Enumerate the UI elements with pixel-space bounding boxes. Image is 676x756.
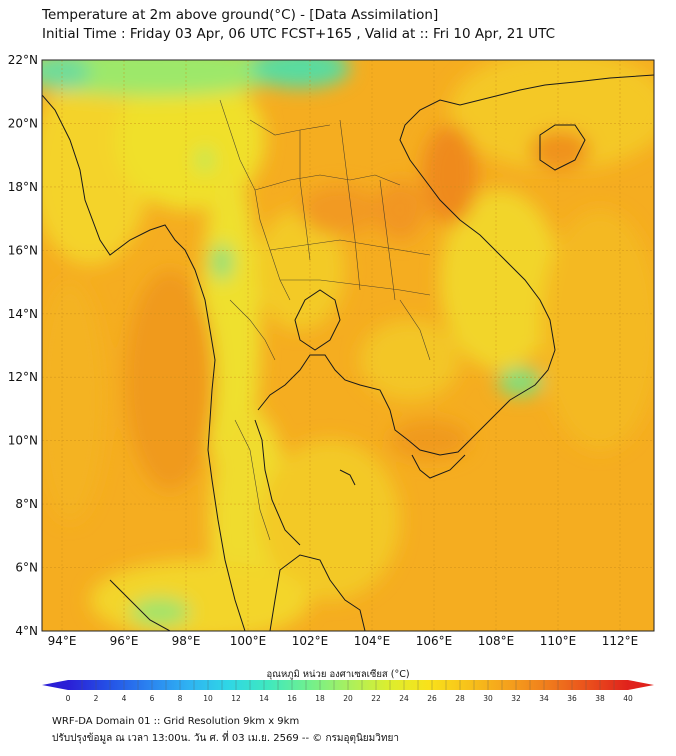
map-gridlines [42, 60, 654, 631]
lon-label: 94°E [48, 634, 77, 648]
colorbar-tick-label: 26 [427, 694, 437, 703]
colorbar-tick-label: 14 [259, 694, 269, 703]
colorbar-tick-label: 0 [66, 694, 71, 703]
colorbar: 0 2 4 6 8 10 12 14 16 18 20 22 24 26 28 30 32 34 36 38 40 [42, 680, 654, 703]
lon-label: 102°E [292, 634, 329, 648]
lat-label: 22°N [8, 53, 38, 67]
lat-label: 16°N [8, 243, 38, 257]
map-frame [41, 59, 655, 632]
colorbar-tick-label: 32 [511, 694, 521, 703]
colorbar-tick-label: 40 [623, 694, 633, 703]
lat-label: 6°N [15, 561, 38, 575]
lon-label: 110°E [540, 634, 577, 648]
colorbar-tick-label: 36 [567, 694, 577, 703]
colorbar-tick-label: 10 [203, 694, 213, 703]
lat-label: 18°N [8, 180, 38, 194]
lon-label: 108°E [478, 634, 515, 648]
temperature-field [42, 60, 654, 631]
footer-update-info: ปรับปรุงข้อมูล ณ เวลา 13:00น. วัน ศ. ที่… [52, 733, 399, 744]
lat-label: 20°N [8, 116, 38, 130]
colorbar-tick-label: 2 [94, 694, 99, 703]
lon-label: 104°E [354, 634, 391, 648]
colorbar-label: อุณหภูมิ หน่วย องศาเซลเซียส (°C) [266, 669, 410, 680]
lat-label: 4°N [15, 624, 38, 638]
colorbar-tick-label: 24 [399, 694, 409, 703]
colorbar-tick-label: 8 [178, 694, 183, 703]
colorbar-tick-label: 20 [343, 694, 353, 703]
colorbar-tick-label: 34 [539, 694, 549, 703]
lat-label: 14°N [8, 307, 38, 321]
lat-label: 12°N [8, 370, 38, 384]
map-subtitle: Initial Time : Friday 03 Apr, 06 UTC FCS… [42, 26, 555, 42]
lat-label: 8°N [15, 497, 38, 511]
colorbar-tick-label: 6 [150, 694, 155, 703]
coastlines [42, 74, 654, 631]
colorbar-min-arrow [42, 680, 68, 690]
colorbar-tick-label: 28 [455, 694, 465, 703]
colorbar-tick-label: 12 [231, 694, 241, 703]
lon-label: 100°E [230, 634, 267, 648]
colorbar-tick-label: 22 [371, 694, 381, 703]
colorbar-tick-label: 16 [287, 694, 297, 703]
province-borders [219, 99, 431, 541]
colorbar-tick-label: 4 [122, 694, 127, 703]
lon-label: 96°E [110, 634, 139, 648]
latitude-labels: 22°N 20°N 18°N 16°N 14°N 12°N 10°N 8°N 6°N 4°N [8, 53, 38, 638]
colorbar-tick-label: 38 [595, 694, 605, 703]
lon-label: 98°E [172, 634, 201, 648]
footer-model-info: WRF-DA Domain 01 :: Grid Resolution 9km … [52, 716, 300, 727]
colorbar-tick-label: 18 [315, 694, 325, 703]
lat-label: 10°N [8, 434, 38, 448]
colorbar-tick-label: 30 [483, 694, 493, 703]
lon-label: 106°E [416, 634, 453, 648]
colorbar-max-arrow [628, 680, 654, 690]
longitude-labels: 94°E 96°E 98°E 100°E 102°E 104°E 106°E 108°E 110… [48, 634, 639, 648]
map-title: Temperature at 2m above ground(°C) - [Da… [42, 7, 439, 23]
lon-label: 112°E [602, 634, 639, 648]
